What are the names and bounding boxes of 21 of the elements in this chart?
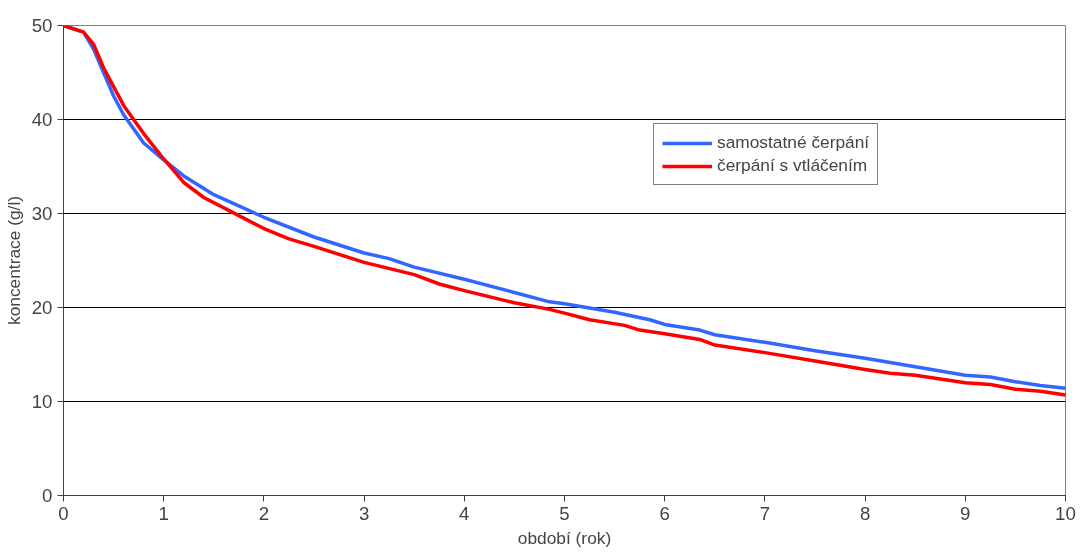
x-tick-label: 10 — [1055, 502, 1076, 524]
y-tick-label: 30 — [31, 203, 53, 224]
legend-label: samostatné čerpání — [717, 132, 870, 153]
x-tick-label: 1 — [158, 502, 169, 524]
y-tick-label: 0 — [42, 485, 53, 506]
y-tick-label: 10 — [31, 391, 53, 412]
x-axis-title: období (rok) — [517, 527, 612, 548]
x-tick-label: 8 — [859, 502, 871, 524]
x-tick-label: 7 — [759, 502, 771, 524]
y-axis-title: koncentrace (g/l) — [3, 195, 24, 326]
x-tick-label: 3 — [358, 502, 370, 524]
y-tick-label: 40 — [31, 109, 53, 130]
x-tick-label: 9 — [960, 502, 971, 524]
y-tick-label: 20 — [31, 297, 53, 318]
x-tick-label: 2 — [258, 502, 270, 524]
x-tick-label: 6 — [659, 502, 670, 524]
x-tick-label: 0 — [58, 502, 69, 524]
y-tick-label: 50 — [31, 15, 53, 36]
x-tick-label: 5 — [559, 502, 570, 524]
x-tick-label: 4 — [459, 502, 470, 524]
legend-label: čerpání s vtláčením — [717, 155, 868, 176]
